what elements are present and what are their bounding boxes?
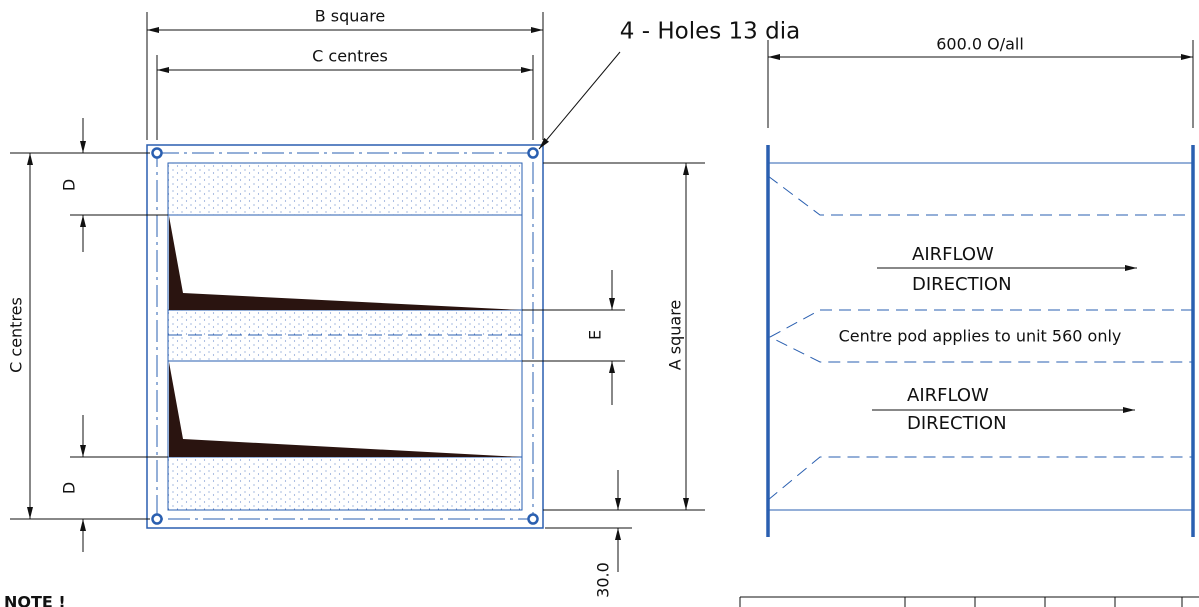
a-dim: A square [666, 300, 685, 371]
e-dim: E [586, 330, 605, 340]
airflow-label: AIRFLOW [907, 385, 989, 406]
front-view [146, 144, 544, 529]
table-edge [739, 596, 1199, 607]
c-dim-top: C centres [312, 47, 388, 66]
airflow-label: AIRFLOW [912, 244, 994, 265]
airflow-label: DIRECTION [912, 274, 1012, 295]
airflow-label: DIRECTION [907, 413, 1007, 434]
holes-note: 4 - Holes 13 dia [620, 19, 800, 45]
offset-dim: 30.0 [594, 562, 613, 598]
side-view [766, 145, 1195, 537]
dimensions [10, 12, 1194, 572]
b-dim: B square [315, 7, 386, 26]
overall-dim: 600.0 O/all [936, 35, 1024, 54]
c-dim-side: C centres [7, 297, 26, 373]
pod-note: Centre pod applies to unit 560 only [839, 327, 1122, 346]
d-bottom: D [60, 482, 79, 494]
d-top: D [60, 179, 79, 191]
note: NOTE ! [4, 593, 66, 607]
